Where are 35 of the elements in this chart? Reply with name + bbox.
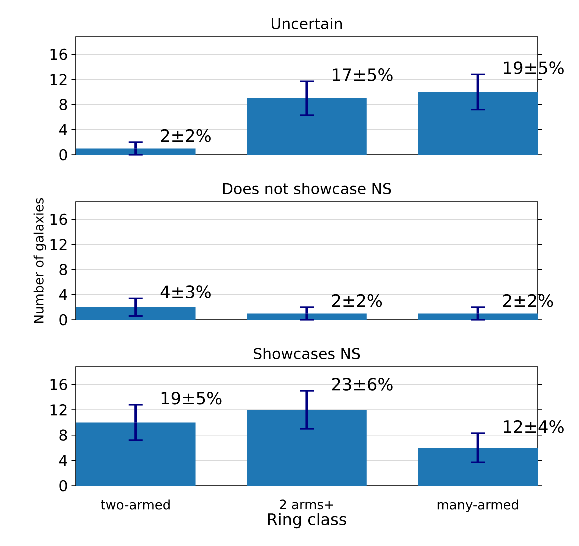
y-tick-label: 0	[60, 480, 68, 492]
y-tick-label: 8	[60, 430, 68, 442]
annotation: 23±6%	[332, 378, 393, 391]
bar	[418, 448, 538, 486]
chart-title: Uncertain	[272, 18, 342, 30]
bar	[247, 410, 367, 486]
x-tick-label: many-armed	[438, 500, 518, 512]
y-tick-label: 16	[50, 214, 68, 226]
annotation: 17±5%	[333, 68, 393, 82]
x-tick-label: 2 arms+	[280, 500, 334, 510]
annotation: 2±2%	[161, 129, 211, 142]
y-tick-label: 12	[50, 239, 67, 250]
annotation: 4±3%	[160, 286, 211, 298]
x-axis-title: Ring class	[268, 513, 346, 529]
y-tick-label: 8	[60, 99, 68, 110]
y-tick-label: 8	[60, 264, 68, 276]
y-tick-label: 4	[59, 455, 68, 466]
bar	[418, 92, 538, 155]
bar	[247, 98, 367, 155]
bar	[76, 422, 196, 486]
y-tick-label: 12	[50, 74, 67, 86]
chart-title: Does not showcase NS	[223, 182, 392, 195]
chart-title: Showcases NS	[254, 348, 360, 360]
y-tick-label: 0	[60, 314, 68, 326]
y-tick-label: 16	[50, 48, 68, 60]
bar	[76, 148, 196, 155]
y-tick-label: 0	[60, 149, 68, 161]
y-tick-label: 4	[59, 289, 68, 300]
annotation: 19±5%	[162, 392, 222, 405]
y-tick-label: 4	[59, 124, 68, 136]
y-tick-label: 12	[50, 404, 67, 416]
y-tick-label: 16	[50, 379, 68, 390]
y-axis-title: Number of galaxies	[34, 198, 46, 323]
annotation: 2±2%	[332, 294, 382, 308]
x-tick-label: two-armed	[101, 500, 170, 510]
